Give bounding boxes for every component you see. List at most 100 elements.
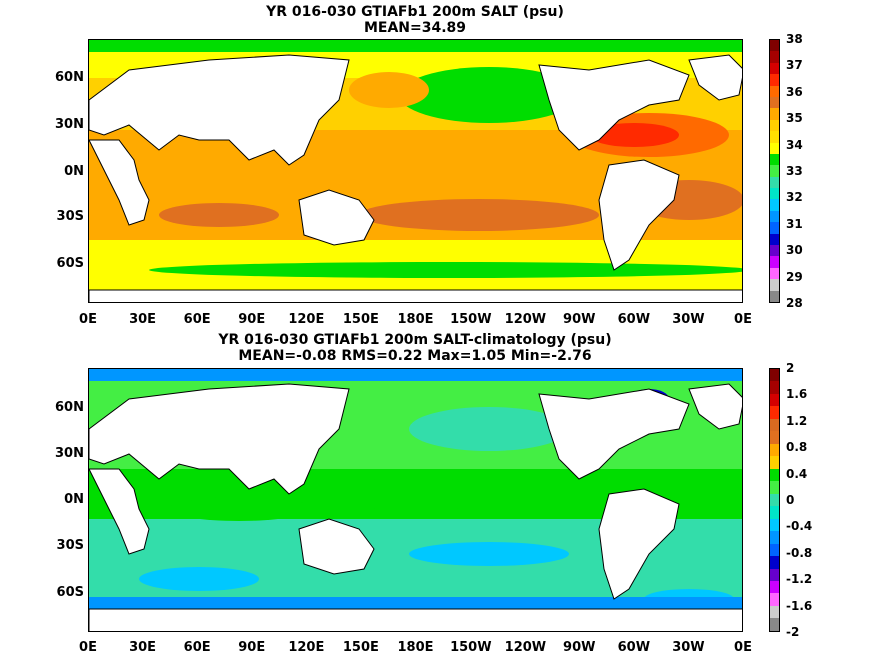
panel2-xtick-2: 60E — [183, 640, 211, 655]
panel1-colorbar-swatch — [770, 74, 779, 86]
panel2-colorbar-swatch — [770, 369, 779, 382]
panel2-title: YR 016-030 GTIAFb1 200m SALT-climatology… — [0, 332, 830, 364]
panel1-title-line1: YR 016-030 GTIAFb1 200m SALT (psu) — [266, 4, 564, 20]
panel2-colorbar-swatch — [770, 431, 779, 444]
panel1-xtick-4: 120E — [288, 312, 325, 327]
panel1-colorbar-swatch — [770, 222, 779, 234]
panel2-colorbar-swatch — [770, 568, 779, 581]
panel2-colorbar-label-3: 0.8 — [786, 440, 808, 455]
panel1-ytick-0N: 0N — [64, 164, 84, 179]
panel2-colorbar-label-0: 2 — [786, 361, 795, 375]
panel1-xtick-2: 60E — [183, 312, 211, 327]
panel2-colorbar-swatch — [770, 543, 779, 557]
panel2-colorbar-label-8: -1.2 — [786, 572, 813, 587]
panel2-colorbar-label-4: 0.4 — [786, 466, 808, 481]
panel2-xtick-7: 150W — [450, 640, 492, 655]
panel1-colorbar-label-4: 34 — [786, 137, 803, 152]
panel2-colorbar-label-10: -2 — [786, 625, 800, 639]
panel2-title-line1: YR 016-030 GTIAFb1 200m SALT-climatology… — [218, 332, 612, 348]
panel2-colorbar-swatch — [770, 393, 779, 407]
panel1-colorbar-swatch — [770, 119, 779, 132]
panel2-colorbar-swatch — [770, 506, 779, 519]
panel2-anomaly-map — [89, 369, 742, 631]
panel1-colorbar-swatch — [770, 290, 779, 302]
panel2-colorbar-label-1: 1.6 — [786, 387, 808, 402]
panel2-ytick-30S: 30S — [56, 538, 84, 553]
panel1-ytick-60S: 60S — [56, 256, 84, 271]
panel1-xtick-8: 120W — [504, 312, 547, 327]
panel1-title-line2: MEAN=34.89 — [363, 20, 467, 36]
panel2-colorbar-label-7: -0.8 — [786, 545, 813, 560]
panel1-colorbar-swatch — [770, 267, 779, 280]
panel1-salinity-map — [89, 40, 742, 302]
panel1-ytick-30N: 30N — [55, 117, 84, 132]
panel1-colorbar-label-10: 28 — [786, 296, 803, 310]
panel2-xtick-6: 180E — [397, 640, 434, 655]
panel2-colorbar-label-5: 0 — [786, 493, 795, 507]
panel1-colorbar-swatch — [770, 108, 779, 120]
panel2-colorbar-label-2: 1.2 — [786, 413, 808, 428]
panel1-xtick-6: 180E — [397, 312, 434, 327]
panel2-colorbar — [769, 368, 780, 632]
panel2-title-line2: MEAN=-0.08 RMS=0.22 Max=1.05 Min=-2.76 — [238, 348, 592, 364]
panel2-xtick-1: 30E — [129, 640, 157, 655]
panel1-colorbar-label-6: 32 — [786, 190, 803, 205]
panel2-xtick-5: 150E — [342, 640, 379, 655]
panel1-colorbar-swatch — [770, 40, 779, 52]
panel1-colorbar-swatch — [770, 176, 779, 189]
panel2-xtick-12: 0E — [734, 640, 752, 655]
panel1-colorbar — [769, 39, 780, 303]
panel1-colorbar-label-1: 37 — [786, 58, 803, 73]
panel2-colorbar-swatch — [770, 593, 779, 606]
panel1-colorbar-swatch — [770, 62, 779, 75]
panel2-ytick-30N: 30N — [55, 446, 84, 461]
panel2-colorbar-swatch — [770, 605, 779, 619]
panel1-xtick-7: 150W — [450, 312, 492, 327]
panel2-xtick-3: 90E — [238, 640, 266, 655]
panel2-ytick-60S: 60S — [56, 585, 84, 600]
panel2-colorbar-swatch — [770, 518, 779, 532]
panel1-colorbar-label-8: 30 — [786, 243, 803, 258]
panel1-xtick-12: 0E — [734, 312, 752, 327]
panel2-ytick-60N: 60N — [55, 400, 84, 415]
panel2-xtick-9: 90W — [563, 640, 596, 655]
panel1-ytick-60N: 60N — [55, 70, 84, 85]
panel1-colorbar-swatch — [770, 233, 779, 246]
panel1-colorbar-label-7: 31 — [786, 216, 803, 231]
panel1-colorbar-swatch — [770, 279, 779, 291]
panel1-colorbar-swatch — [770, 51, 779, 63]
panel1-colorbar-swatch — [770, 142, 779, 154]
panel1-colorbar-swatch — [770, 96, 779, 109]
panel1-colorbar-swatch — [770, 165, 779, 177]
panel2-colorbar-swatch — [770, 493, 779, 507]
panel2-xtick-0: 0E — [79, 640, 97, 655]
panel1-colorbar-label-3: 35 — [786, 111, 803, 126]
panel2-colorbar-swatch — [770, 531, 779, 544]
panel2-colorbar-label-6: -0.4 — [786, 519, 813, 534]
panel2-colorbar-swatch — [770, 418, 779, 432]
panel1-xtick-1: 30E — [129, 312, 157, 327]
panel1-colorbar-swatch — [770, 131, 779, 143]
panel2-xtick-8: 120W — [504, 640, 547, 655]
panel2-colorbar-swatch — [770, 443, 779, 457]
panel2-xtick-4: 120E — [288, 640, 325, 655]
panel2-colorbar-swatch — [770, 381, 779, 394]
panel2-colorbar-swatch — [770, 618, 779, 631]
panel1-colorbar-swatch — [770, 199, 779, 211]
panel1-xtick-10: 60W — [617, 312, 651, 327]
panel2-xtick-10: 60W — [617, 640, 651, 655]
panel2-colorbar-swatch — [770, 481, 779, 494]
panel2-xtick-11: 30W — [672, 640, 705, 655]
panel1-title: YR 016-030 GTIAFb1 200m SALT (psu) MEAN=… — [0, 4, 830, 36]
panel2-ytick-0N: 0N — [64, 492, 84, 507]
panel1-colorbar-label-2: 36 — [786, 84, 803, 99]
panel1-colorbar-label-9: 29 — [786, 269, 803, 284]
panel2-map — [88, 368, 743, 632]
panel1-colorbar-swatch — [770, 256, 779, 268]
panel1-colorbar-swatch — [770, 188, 779, 200]
panel2-colorbar-swatch — [770, 406, 779, 419]
panel1-ytick-30S: 30S — [56, 209, 84, 224]
panel2-colorbar-label-9: -1.6 — [786, 598, 813, 613]
panel1-colorbar-swatch — [770, 153, 779, 166]
panel1-xtick-0: 0E — [79, 312, 97, 327]
